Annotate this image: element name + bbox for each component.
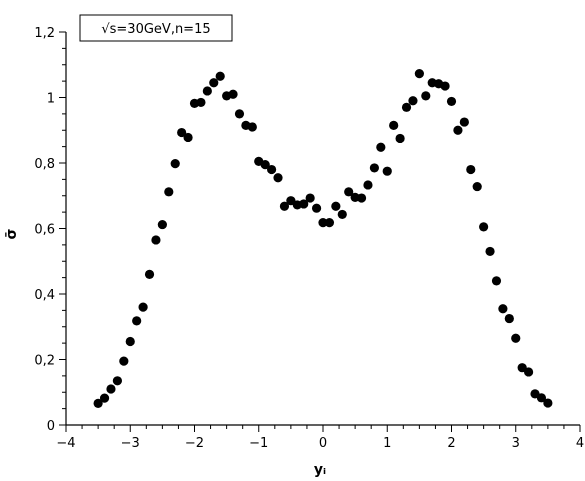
- data-point: [119, 356, 129, 366]
- data-point: [260, 160, 270, 170]
- data-point: [453, 125, 463, 135]
- x-axis-title: yᵢ: [314, 462, 326, 478]
- x-tick-label: 4: [576, 436, 584, 451]
- data-point: [234, 109, 245, 119]
- data-point: [414, 68, 424, 79]
- data-point: [491, 276, 502, 286]
- data-point: [389, 120, 399, 130]
- x-tick-label: 1: [383, 436, 391, 451]
- data-point: [125, 336, 135, 347]
- data-point: [356, 193, 367, 203]
- data-point: [267, 164, 277, 175]
- y-tick-label: 0,4: [34, 288, 55, 303]
- annotation-text: √s=30GeV,n=15: [101, 22, 210, 37]
- data-point: [112, 376, 122, 386]
- x-tick-label: 3: [512, 436, 520, 451]
- data-point: [170, 159, 180, 169]
- data-point: [472, 181, 482, 192]
- data-point: [138, 302, 148, 312]
- data-point: [466, 164, 476, 175]
- x-tick-label: −1: [249, 436, 268, 451]
- data-point: [177, 127, 187, 138]
- y-axis-title: σ̄: [4, 228, 20, 239]
- data-point: [151, 235, 161, 245]
- data-point: [279, 201, 290, 211]
- data-point: [299, 199, 309, 209]
- data-point: [524, 367, 534, 377]
- data-point: [440, 81, 450, 91]
- data-point: [318, 218, 328, 228]
- data-point: [93, 398, 103, 408]
- data-point: [363, 180, 373, 190]
- data-point: [144, 269, 155, 279]
- data-point: [408, 96, 418, 106]
- y-tick-label: 0,6: [34, 223, 55, 238]
- data-point: [543, 398, 553, 408]
- data-point: [369, 163, 379, 173]
- data-point: [202, 86, 212, 96]
- data-point: [228, 89, 238, 99]
- data-point: [305, 193, 315, 203]
- data-point: [498, 304, 508, 314]
- data-point: [382, 166, 392, 176]
- data-point: [485, 246, 495, 257]
- data-point: [132, 316, 142, 326]
- data-point: [196, 97, 206, 108]
- data-point: [311, 203, 322, 213]
- data-point: [99, 393, 110, 403]
- x-ticks: −4 −3 −2 −1 0 1 2 3 4: [56, 425, 584, 451]
- axes: [65, 32, 580, 426]
- data-point: [209, 78, 219, 88]
- data-point: [421, 91, 431, 101]
- data-point: [504, 313, 514, 324]
- y-tick-label: 1: [47, 92, 55, 107]
- data-point: [273, 173, 283, 183]
- y-tick-label: 1,2: [34, 26, 55, 41]
- data-point: [395, 133, 405, 144]
- data-point: [215, 71, 225, 81]
- annotation-frame: [79, 14, 233, 42]
- x-tick-label: 2: [447, 436, 455, 451]
- x-tick-label: 0: [319, 436, 327, 451]
- y-tick-label: 0: [47, 419, 55, 434]
- data-point: [183, 132, 193, 143]
- data-point: [536, 393, 547, 403]
- data-point: [247, 122, 257, 132]
- data-point: [401, 102, 412, 112]
- data-point: [337, 209, 347, 220]
- data-point: [106, 384, 116, 394]
- y-tick-label: 0,8: [34, 157, 55, 172]
- data-points: [93, 68, 553, 408]
- annotation-box: √s=30GeV,n=15: [79, 14, 233, 42]
- y-ticks: 0 0,2 0,4 0,6 0,8 1 1,2: [34, 26, 66, 434]
- data-point: [459, 117, 469, 127]
- data-point: [511, 333, 521, 343]
- data-point: [446, 96, 457, 107]
- x-tick-label: −4: [56, 436, 75, 451]
- y-tick-label: 0,2: [34, 354, 55, 369]
- data-point: [164, 187, 174, 197]
- data-point: [376, 142, 386, 152]
- data-point: [479, 222, 489, 232]
- data-point: [331, 201, 341, 211]
- data-point: [344, 187, 354, 197]
- x-tick-label: −2: [185, 436, 204, 451]
- data-point: [324, 218, 335, 228]
- data-point: [157, 219, 167, 230]
- x-tick-label: −3: [121, 436, 140, 451]
